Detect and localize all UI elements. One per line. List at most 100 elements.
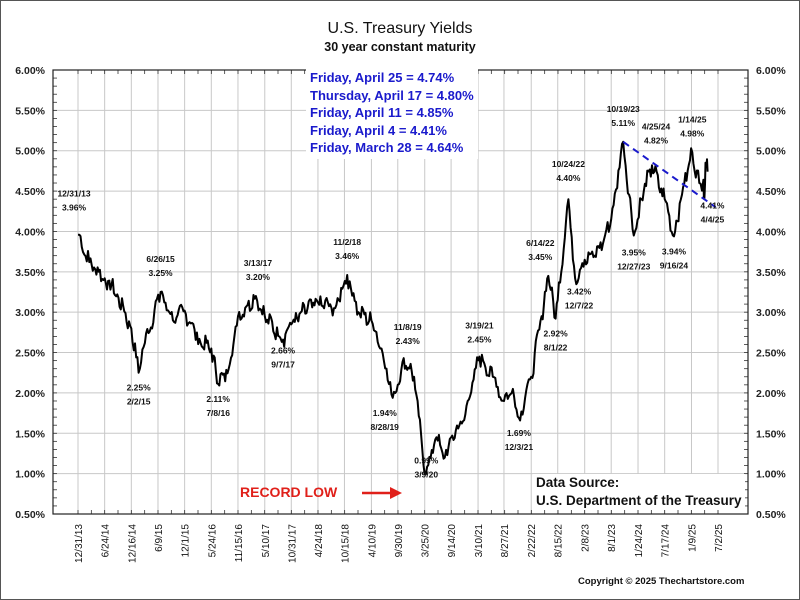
annotation-label: 8/28/19 <box>371 422 400 432</box>
annotation-label: 2.25% <box>127 383 152 393</box>
x-tick-label: 4/24/18 <box>314 524 325 558</box>
annotation-label: 12/7/22 <box>565 300 594 310</box>
annotation-label: 3.20% <box>246 272 271 282</box>
annotation-label: 3.42% <box>567 286 592 296</box>
annotation-label: 3/9/20 <box>414 469 438 479</box>
y-tick-label-left: 3.00% <box>15 307 45 319</box>
annotation-label: 3/13/17 <box>244 258 273 268</box>
chart-subtitle: 30 year constant maturity <box>324 40 476 54</box>
annotation-label: 2.43% <box>396 336 421 346</box>
annotation-label: 2.11% <box>206 394 230 404</box>
y-tick-label-right: 5.50% <box>756 105 786 117</box>
x-tick-label: 8/15/22 <box>554 524 565 558</box>
x-tick-label: 12/16/14 <box>127 524 138 563</box>
annotation-label: 3.45% <box>528 252 553 262</box>
annotation-label: 12/27/23 <box>617 261 650 271</box>
annotation-label: 4.40% <box>556 173 581 183</box>
x-tick-label: 12/31/13 <box>74 524 85 563</box>
y-tick-label-right: 5.00% <box>756 146 786 158</box>
annotation-label: 4.41% <box>700 200 725 210</box>
x-tick-label: 5/24/16 <box>207 524 218 558</box>
annotation-label: 11/8/19 <box>394 322 422 332</box>
y-tick-label-left: 3.50% <box>15 267 45 279</box>
annotation-label: 2.92% <box>544 329 569 339</box>
annotation-label: 2/2/15 <box>127 397 151 407</box>
annotation-label: 6/14/22 <box>526 238 555 248</box>
x-tick-label: 11/15/16 <box>234 524 245 563</box>
recent-value-3: Friday, April 11 = 4.85% <box>310 105 454 120</box>
annotation-label: 1.94% <box>373 408 398 418</box>
y-tick-label-right: 4.00% <box>756 226 786 238</box>
x-tick-label: 2/22/22 <box>527 524 538 558</box>
y-tick-label-left: 4.00% <box>15 226 45 238</box>
recent-values-box: Friday, April 25 = 4.74% Thursday, April… <box>306 67 478 159</box>
data-source: Data Source: U.S. Department of the Trea… <box>533 474 745 510</box>
y-tick-label-right: 3.00% <box>756 307 786 319</box>
x-tick-label: 5/10/17 <box>261 524 272 558</box>
annotation-label: 8/1/22 <box>544 343 568 353</box>
x-tick-label: 6/24/14 <box>101 524 112 558</box>
x-tick-label: 10/31/17 <box>287 524 298 563</box>
x-tick-label: 10/15/18 <box>340 524 351 563</box>
y-tick-label-right: 4.50% <box>756 186 786 198</box>
annotation-label: 12/31/13 <box>57 189 90 199</box>
x-tick-label: 9/14/20 <box>447 524 458 558</box>
annotation-label: 1/14/25 <box>678 114 707 124</box>
chart-title: U.S. Treasury Yields <box>327 20 473 37</box>
y-tick-label-right: 0.50% <box>756 509 786 521</box>
y-tick-label-left: 0.50% <box>15 509 45 521</box>
y-tick-label-left: 2.50% <box>15 348 45 360</box>
y-tick-label-left: 4.50% <box>15 186 45 198</box>
y-tick-label-left: 1.00% <box>15 469 45 481</box>
annotation-label: 9/16/24 <box>660 260 689 270</box>
recent-value-4: Friday, April 4 = 4.41% <box>310 122 447 138</box>
y-tick-label-left: 2.00% <box>15 388 45 400</box>
x-tick-label: 8/27/21 <box>500 524 511 558</box>
data-source-name: U.S. Department of the Treasury <box>536 493 742 508</box>
annotation-label: 3.94% <box>662 246 687 256</box>
y-tick-label-right: 3.50% <box>756 267 786 279</box>
annotation-label: 0.99% <box>414 455 439 465</box>
annotation-label: 2.66% <box>271 346 296 356</box>
trend-line <box>622 141 717 209</box>
x-tick-label: 6/9/15 <box>154 524 165 552</box>
recent-value-1: Friday, April 25 = 4.74% <box>310 70 455 85</box>
annotation-label: 1.69% <box>507 428 532 438</box>
annotation-label: 10/19/23 <box>607 104 640 114</box>
x-tick-label: 1/24/24 <box>634 524 645 558</box>
x-tick-label: 1/9/25 <box>687 524 698 552</box>
y-tick-label-right: 2.00% <box>756 388 786 400</box>
annotation-label: 4.82% <box>644 135 669 145</box>
yield-line <box>78 140 709 476</box>
annotation-label: 3/19/21 <box>465 321 494 331</box>
x-tick-label: 8/1/23 <box>607 524 618 552</box>
y-tick-label-right: 2.50% <box>756 348 786 360</box>
recent-value-2: Thursday, April 17 = 4.80% <box>310 87 474 103</box>
x-tick-label: 4/10/19 <box>367 524 378 558</box>
x-tick-label: 7/17/24 <box>661 524 672 558</box>
x-tick-label: 2/8/23 <box>581 524 592 552</box>
annotation-label: 10/24/22 <box>552 159 585 169</box>
annotation-label: 3.46% <box>335 251 360 261</box>
recent-value-5: Friday, March 28 = 4.64% <box>310 140 464 155</box>
annotation-label: 9/7/17 <box>271 360 295 370</box>
x-tick-label: 3/10/21 <box>474 524 485 558</box>
annotation-label: 2.45% <box>467 335 492 345</box>
annotation-label: 4/4/25 <box>701 214 725 224</box>
annotation-label: 3.95% <box>622 247 647 257</box>
annotation-label: 7/8/16 <box>206 408 230 418</box>
y-tick-label-right: 6.00% <box>756 65 786 77</box>
data-source-label: Data Source: <box>536 475 620 490</box>
x-tick-label: 9/30/19 <box>394 524 405 558</box>
record-low-arrowhead <box>390 487 402 499</box>
annotation-label: 3.96% <box>62 203 87 213</box>
y-tick-label-left: 1.50% <box>15 428 45 440</box>
annotation-label: 4/25/24 <box>642 121 671 131</box>
y-tick-label-right: 1.50% <box>756 428 786 440</box>
x-tick-label: 7/2/25 <box>714 524 725 552</box>
x-tick-label: 12/1/15 <box>181 524 192 558</box>
annotation-label: 5.11% <box>611 118 635 128</box>
annotation-label: 3.25% <box>149 268 174 278</box>
record-low-label: RECORD LOW <box>240 484 338 500</box>
